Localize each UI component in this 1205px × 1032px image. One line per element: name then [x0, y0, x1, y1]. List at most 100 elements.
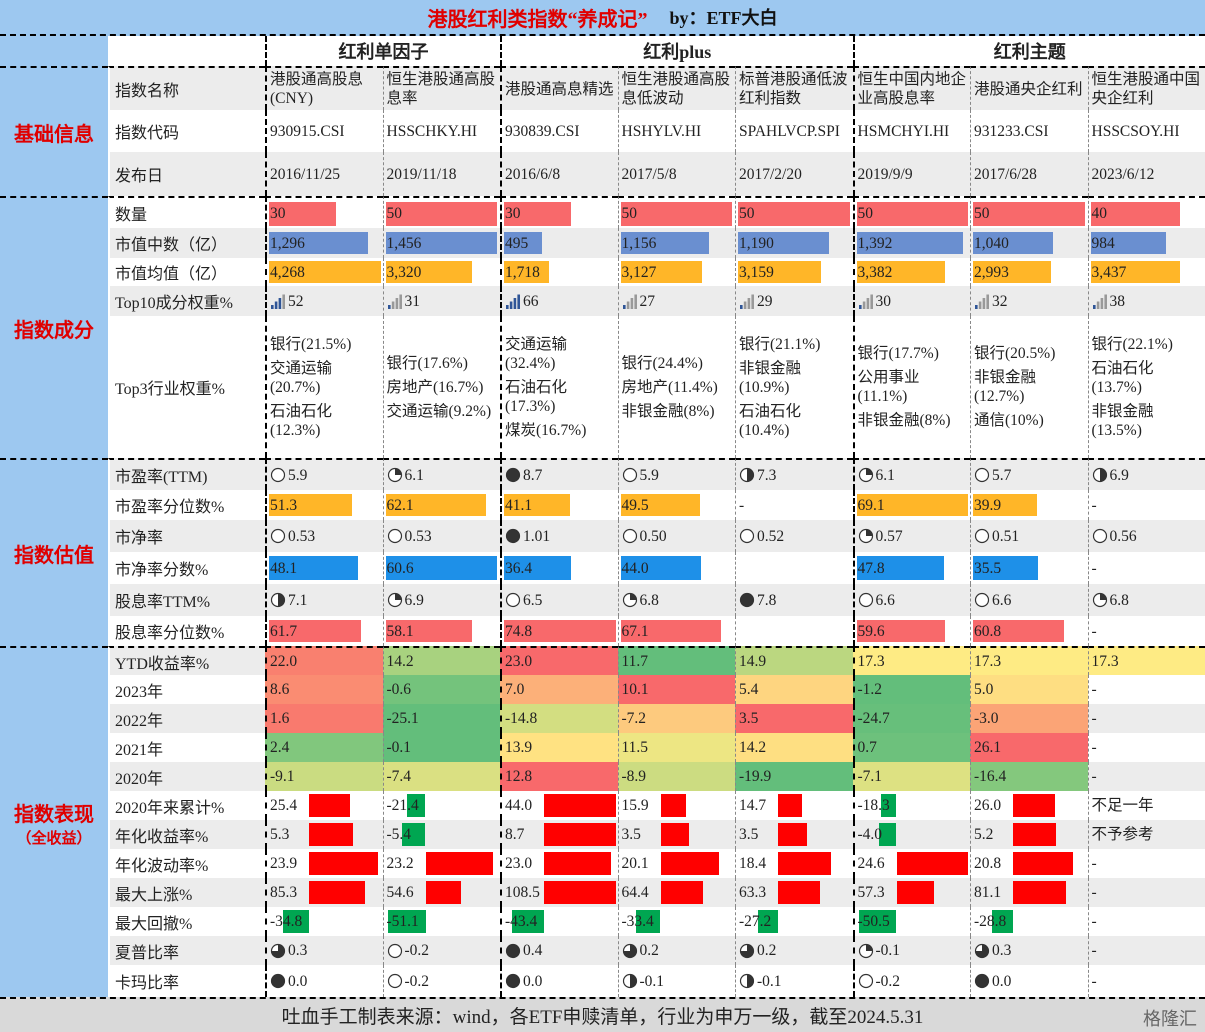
cell-text: -7.2 [621, 710, 647, 727]
cell-text: 36.4 [505, 559, 533, 577]
cell: - [1087, 849, 1205, 878]
cell-text: 50 [857, 204, 874, 222]
cell: 60.8 [970, 616, 1088, 646]
cell-text: 3.5 [621, 826, 641, 843]
row-label: 股息率分位数% [108, 616, 265, 646]
cell-text: 495 [505, 234, 529, 252]
harvey-ball [858, 943, 873, 958]
industry-line: 非银金融(8%) [857, 412, 951, 429]
cell-text: 0.51 [992, 527, 1020, 545]
cell-text: 32 [992, 292, 1008, 310]
harvey-ball [974, 467, 990, 483]
cell: -21.4 [382, 791, 500, 820]
data-bar [856, 261, 945, 283]
cell: 52 [265, 286, 383, 316]
cell-text: 18.4 [739, 855, 767, 872]
cell: 银行(17.7%) 公用事业(11.1%) 非银金融(8%) [852, 316, 970, 458]
cell-text: 1,456 [386, 234, 422, 252]
cell [735, 616, 853, 646]
cell-text: 2016/11/25 [270, 165, 341, 183]
signal-icon [858, 294, 873, 309]
data-bar [504, 493, 571, 517]
cell-text: 6.5 [523, 591, 543, 609]
cell: 2017/5/8 [617, 152, 735, 196]
industry-line: 石油石化(13.7%) [1091, 359, 1154, 396]
data-bar [778, 794, 802, 817]
cell: 35.5 [970, 552, 1088, 584]
cell-text: -0.1 [875, 942, 901, 959]
cell: 23.0 [500, 646, 618, 675]
harvey-ball [622, 973, 637, 989]
cell-text: 14.7 [739, 797, 767, 814]
cell: 32 [970, 286, 1088, 316]
row-label: 市值中数（亿） [108, 228, 265, 258]
cell: 59.6 [852, 616, 970, 646]
harvey-ball [974, 592, 990, 608]
data-bar [880, 794, 897, 817]
cell-text: 11.5 [621, 739, 649, 756]
cell-text: 2017/2/20 [739, 165, 802, 183]
cell-text: - [739, 496, 745, 514]
section-col-head [0, 36, 108, 66]
data-bar [1013, 881, 1067, 904]
industry-line: 银行(22.1%) [1091, 335, 1173, 353]
group-header: 红利主题 [852, 36, 1205, 66]
cell: 67.1 [617, 616, 735, 646]
section-name: 基础信息 [14, 123, 94, 146]
cell-text: 5.4 [739, 681, 759, 698]
cell-text: -0.1 [757, 972, 782, 990]
cell-text: 不予参考 [1091, 826, 1154, 843]
cell-text: 1,190 [739, 234, 774, 252]
row-label: 市盈率分位数% [108, 490, 265, 520]
cell-text: -50.5 [857, 913, 890, 930]
cell-text: 港股通央企红利 [974, 80, 1083, 98]
cell: 6.6 [852, 584, 970, 616]
cell: 36.4 [500, 552, 618, 584]
cell: 61.7 [265, 616, 383, 646]
row-label: 市净率分数% [108, 552, 265, 584]
cell-text: 2017/5/8 [621, 165, 677, 183]
cell-text: 不足一年 [1091, 797, 1154, 814]
cell: 1,456 [382, 228, 500, 258]
cell-text: 25.4 [270, 797, 298, 814]
cell: - [1087, 907, 1205, 936]
cell-text: 0.0 [992, 972, 1012, 990]
cell-text: 51.3 [270, 496, 298, 514]
cell-text: 930915.CSI [270, 122, 345, 140]
cell-text: 3.5 [739, 826, 759, 843]
cell-text: 61.7 [270, 622, 298, 640]
cell: -18.3 [852, 791, 970, 820]
cell: - [1087, 965, 1205, 997]
cell-text: 30 [270, 204, 286, 222]
cell: 0.0 [265, 965, 383, 997]
cell: - [1087, 675, 1205, 704]
data-bar [757, 910, 778, 933]
cell-text: 17.3 [1091, 653, 1119, 670]
cell-text: 50 [386, 204, 403, 222]
cell [735, 552, 853, 584]
cell-lines: 银行(22.1%) 石油石化(13.7%) 非银金融(13.5%) [1092, 335, 1203, 440]
row-label: 2020年 [108, 762, 265, 791]
cell: -4.0 [852, 820, 970, 849]
cell-text: 3,382 [857, 263, 893, 281]
cell-text: 39.9 [974, 496, 1002, 514]
cell: 30 [265, 196, 383, 228]
cell: 0.53 [265, 520, 383, 552]
cell: -5.4 [382, 820, 500, 849]
cell: -9.1 [265, 762, 383, 791]
cell-text: 60.8 [974, 622, 1002, 640]
cell-text: -16.4 [974, 768, 1007, 785]
cell: 2019/9/9 [852, 152, 970, 196]
cell: 6.9 [382, 584, 500, 616]
cell: 930839.CSI [500, 110, 618, 152]
cell-lines: 银行(21.5%) 交通运输(20.7%) 石油石化(12.3%) [270, 335, 380, 440]
signal-icon [506, 294, 520, 309]
data-bar [385, 493, 486, 517]
cell-text: 29 [757, 292, 773, 310]
signal-icon [740, 294, 754, 309]
harvey-ball [505, 592, 521, 608]
cell: 6.1 [852, 458, 970, 490]
data-bar [425, 881, 462, 904]
cell-text: 930839.CSI [505, 122, 580, 140]
cell-text: -18.3 [857, 797, 890, 814]
